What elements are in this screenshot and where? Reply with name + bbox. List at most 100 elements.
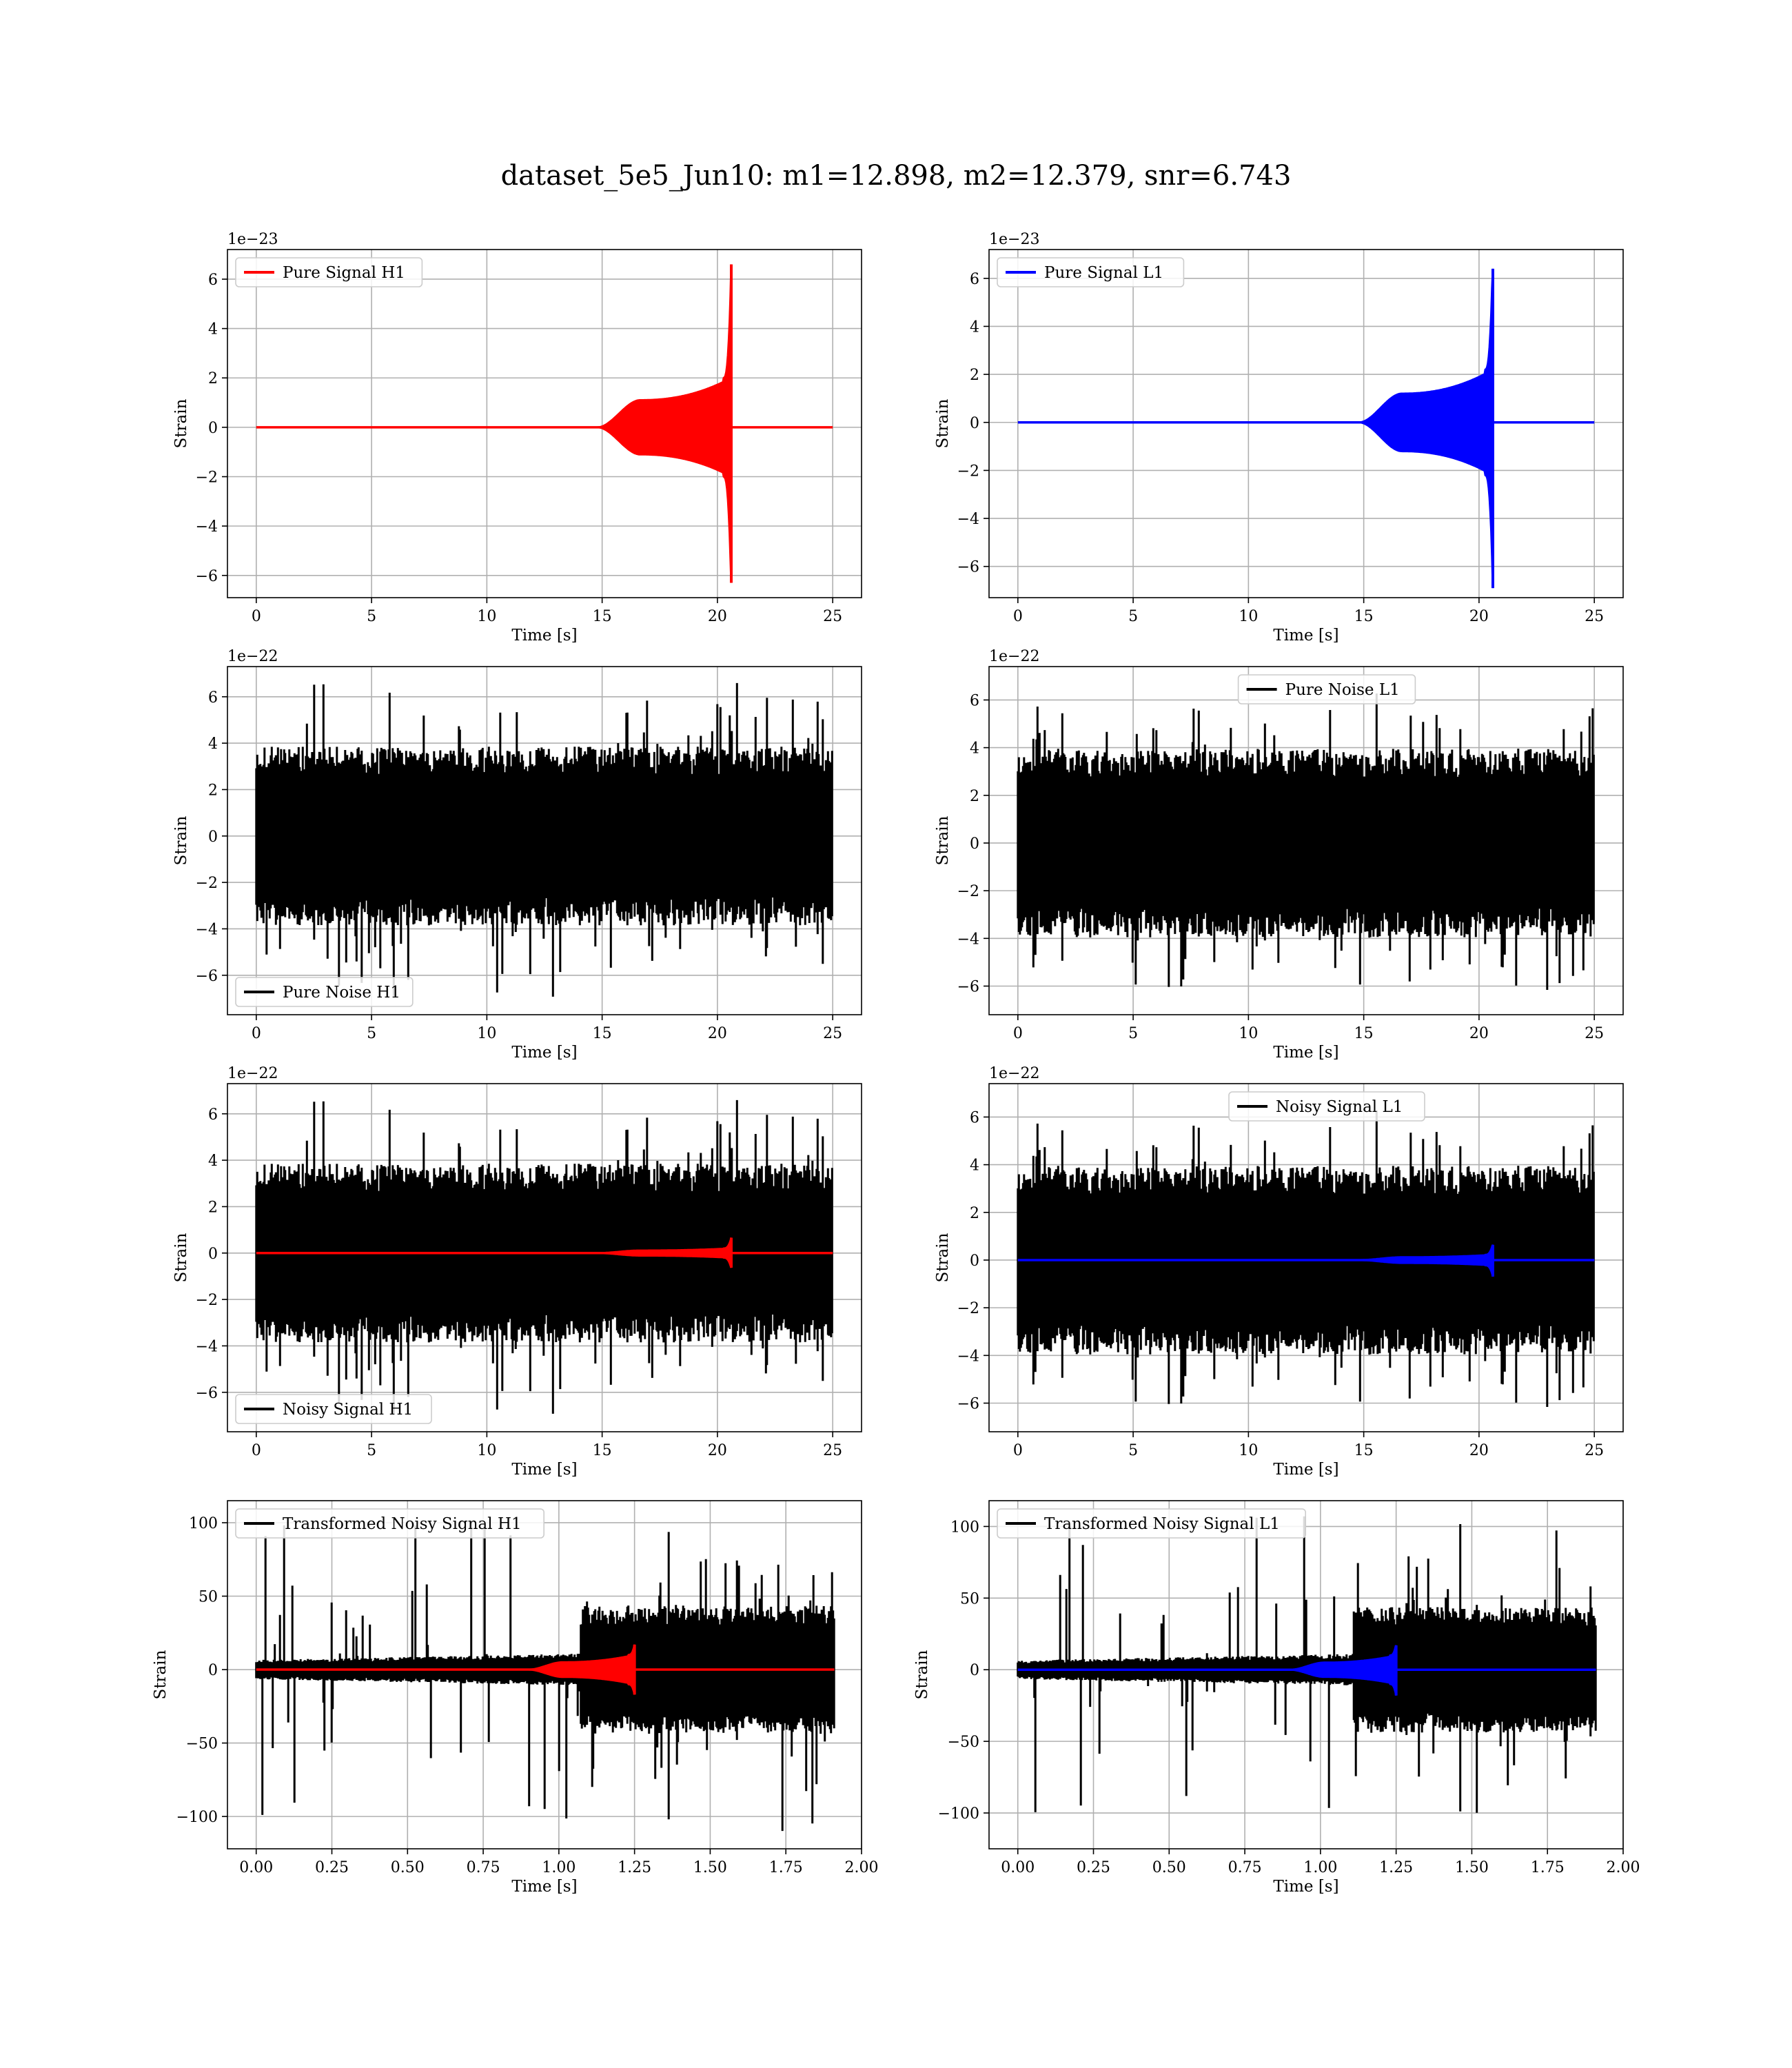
axes-frame (988, 249, 1624, 598)
y-tick-label: −4 (957, 931, 979, 948)
y-tick-label: 2 (970, 1205, 979, 1222)
tick-labels: 0.00 0.25 0.50 0.75 1.00 1.25 1.50 1.75 2.00 −100… (176, 1515, 879, 1876)
legend-label: Pure Signal H1 (283, 264, 405, 282)
x-tick-label: 0.00 (1001, 1859, 1035, 1876)
x-tick-label: 1.25 (618, 1859, 651, 1876)
x-axis-label: Time [s] (511, 1044, 577, 1062)
y-tick-label: 2 (208, 1199, 218, 1216)
legend-label: Noisy Signal L1 (1276, 1098, 1403, 1116)
legend-box (235, 1508, 545, 1539)
x-tick-label: 0 (1013, 1025, 1023, 1042)
x-tick-label: 0.75 (467, 1859, 500, 1876)
y-tick-label: −4 (196, 518, 218, 536)
x-tick-label: 0 (1013, 608, 1023, 625)
series-overlay-1 (256, 1237, 833, 1268)
y-tick-label: 2 (970, 367, 979, 384)
x-tick-label: 25 (1585, 608, 1604, 625)
y-tick-label: 2 (208, 370, 218, 387)
x-tick-label: 15 (1354, 1442, 1374, 1459)
subplot-pure-noise-l1: 0 5 10 15 20 25 −6 −4 −2 0 2 4 6 Time [s] Strain 1e−22 P… (934, 648, 1624, 1062)
x-tick-label: 25 (823, 1442, 842, 1459)
x-tick-label: 5 (1128, 1442, 1138, 1459)
y-tick-label: −4 (957, 1348, 979, 1365)
y-tick-label: −6 (196, 568, 218, 585)
y-tick-label: 2 (970, 788, 979, 805)
subplot-pure-signal-l1: 0 5 10 15 20 25 −6 −4 −2 0 2 4 6 Time [s] Strain 1e−23 P… (934, 231, 1624, 645)
y-axis-label: Strain (913, 1650, 931, 1699)
plot-area (1017, 693, 1595, 990)
subplot-transformed-h1: 0.00 0.25 0.50 0.75 1.00 1.25 1.50 1.75 2.00 −100… (152, 1500, 879, 1896)
figure-title: dataset_5e5_Jun10: m1=12.898, m2=12.379,… (501, 160, 1292, 192)
y-tick-label: 4 (208, 1153, 218, 1170)
axes-frame (227, 666, 862, 1015)
series-pure-signal-l1 (1017, 268, 1595, 589)
y-tick-label: −6 (957, 559, 979, 576)
x-tick-label: 25 (823, 1025, 842, 1042)
y-tick-label: −4 (196, 921, 218, 938)
x-tick-label: 5 (367, 1442, 376, 1459)
legend-label: Pure Noise L1 (1285, 681, 1400, 699)
offset-text: 1e−23 (227, 231, 278, 248)
x-tick-label: 20 (1469, 1442, 1489, 1459)
x-tick-label: 20 (1469, 1025, 1489, 1042)
legend: Pure Signal L1 (997, 257, 1185, 287)
axes-frame (227, 1083, 862, 1432)
y-tick-label: 6 (970, 271, 979, 288)
x-tick-label: 15 (1354, 608, 1374, 625)
subplot-pure-signal-h1: 0 5 10 15 20 25 −6 −4 −2 0 2 4 6 Time [s] Strain 1e−23 P… (172, 231, 862, 645)
x-tick-label: 1.75 (769, 1859, 803, 1876)
subplot-pure-noise-h1: 0 5 10 15 20 25 −6 −4 −2 0 2 4 6 Time [s] Strain 1e−22 P… (172, 648, 862, 1062)
y-tick-label: 0 (208, 1662, 218, 1679)
x-tick-label: 10 (1239, 608, 1258, 625)
x-tick-label: 0 (252, 608, 261, 625)
x-tick-label: 2.00 (845, 1859, 879, 1876)
legend: Noisy Signal H1 (235, 1394, 432, 1424)
axes-frame (227, 1500, 862, 1849)
x-axis-label: Time [s] (511, 1878, 577, 1896)
y-tick-label: 4 (970, 1157, 979, 1175)
x-tick-label: 10 (1239, 1442, 1258, 1459)
y-tick-label: 2 (208, 782, 218, 799)
x-axis-label: Time [s] (1273, 1461, 1338, 1479)
y-tick-label: 6 (208, 272, 218, 289)
y-tick-label: 4 (970, 740, 979, 758)
y-tick-label: −2 (957, 1300, 979, 1317)
offset-text: 1e−22 (989, 648, 1039, 665)
y-tick-label: −6 (196, 1385, 218, 1402)
x-tick-label: 25 (1585, 1442, 1604, 1459)
plot-area (1017, 1516, 1597, 1813)
x-tick-label: 0.50 (391, 1859, 425, 1876)
y-tick-label: 4 (208, 736, 218, 753)
legend-label: Pure Signal L1 (1044, 264, 1163, 282)
x-axis-label: Time [s] (511, 1461, 577, 1479)
x-tick-label: 1.00 (542, 1859, 576, 1876)
y-tick-label: −100 (938, 1805, 979, 1823)
axes-frame (227, 249, 862, 598)
y-axis-label: Strain (172, 398, 190, 448)
y-tick-label: −2 (196, 875, 218, 892)
plot-area (255, 682, 833, 997)
y-axis-label: Strain (934, 1233, 952, 1282)
tick-labels: 0 5 10 15 20 25 −6 −4 −2 0 2 4 6 (957, 692, 1605, 1042)
legend: Pure Noise L1 (1237, 674, 1416, 704)
x-tick-label: 1.50 (1455, 1859, 1489, 1876)
plot-area (255, 1099, 833, 1414)
y-tick-label: 0 (208, 829, 218, 846)
series-pure-noise-h1 (255, 682, 833, 997)
tick-labels: 0 5 10 15 20 25 −6 −4 −2 0 2 4 6 (196, 689, 843, 1042)
y-tick-label: 6 (208, 1106, 218, 1124)
x-axis-label: Time [s] (1273, 1878, 1338, 1896)
x-tick-label: 1.50 (693, 1859, 727, 1876)
x-tick-label: 10 (477, 608, 496, 625)
x-tick-label: 25 (823, 608, 842, 625)
x-tick-label: 0 (252, 1025, 261, 1042)
x-tick-label: 1.25 (1379, 1859, 1413, 1876)
y-tick-label: −2 (957, 463, 979, 480)
y-tick-label: −2 (957, 883, 979, 900)
y-tick-label: 50 (198, 1589, 218, 1606)
series-overlay-1 (256, 1644, 835, 1695)
x-tick-label: 2.00 (1607, 1859, 1640, 1876)
legend-label: Transformed Noisy Signal H1 (283, 1515, 522, 1533)
y-tick-label: −6 (957, 978, 979, 995)
